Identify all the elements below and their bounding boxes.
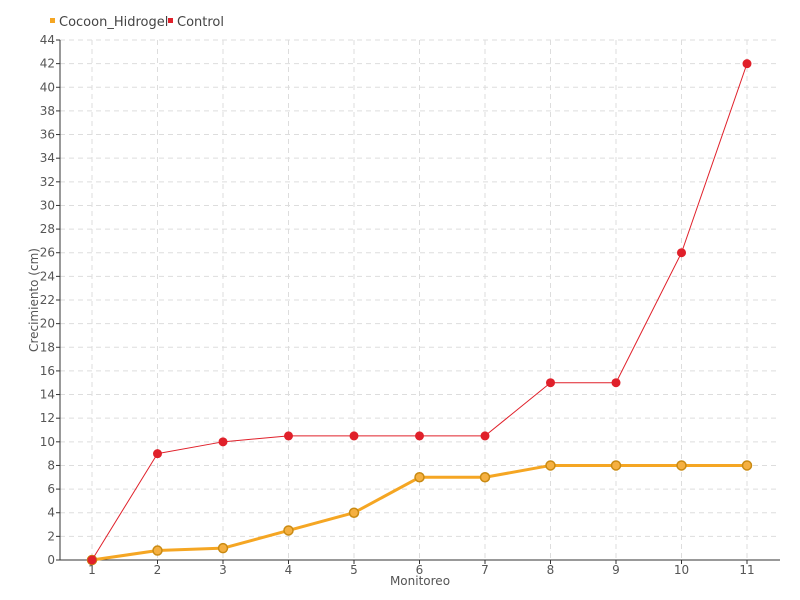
data-point-Cocoon_Hidrogel-11 [741,460,753,471]
y-tick-label-2: 2 [47,529,55,543]
x-tick-label-3: 3 [219,563,227,577]
y-tick-label-28: 28 [40,222,55,236]
data-point-Control-2 [153,449,162,459]
x-tick-label-9: 9 [612,563,620,577]
x-tick-label-2: 2 [154,563,162,577]
data-point-Control-7 [480,431,490,441]
y-tick-label-0: 0 [47,553,55,567]
y-tick-label-44: 44 [40,33,55,47]
data-point-Cocoon_Hidrogel-2 [152,545,163,556]
y-tick-label-36: 36 [40,128,55,142]
data-point-Cocoon_Hidrogel-3 [217,542,229,554]
legend-label-Cocoon_Hidrogel: Cocoon_Hidrogel [59,15,168,30]
legend-label-Control: Control [177,15,224,30]
y-tick-label-12: 12 [40,411,55,425]
series-group [86,59,753,566]
data-point-Control-1 [87,555,97,565]
data-point-Control-10 [677,248,686,258]
y-tick-label-6: 6 [47,482,55,496]
x-tick-label-10: 10 [674,563,689,577]
y-tick-label-22: 22 [40,293,55,307]
data-point-Control-4 [284,431,293,441]
y-tick-label-14: 14 [40,388,55,402]
x-tick-label-11: 11 [739,563,754,577]
data-point-Control-9 [611,378,621,388]
data-point-Control-3 [218,437,228,447]
x-tick-label-4: 4 [285,563,293,577]
data-point-Control-8 [546,378,555,388]
y-tick-label-42: 42 [40,57,55,71]
x-tick-label-1: 1 [88,563,96,577]
data-point-Cocoon_Hidrogel-10 [676,460,687,471]
y-tick-labels: 0246810121416182022242628303234363840424… [40,33,60,567]
y-tick-label-32: 32 [40,175,55,189]
y-tick-label-8: 8 [47,458,55,472]
data-point-Cocoon_Hidrogel-8 [545,460,556,471]
y-tick-label-10: 10 [40,435,55,449]
legend-marker-Cocoon_Hidrogel [50,18,55,23]
data-point-Control-11 [742,59,752,69]
y-axis-title: Crecimiento (cm) [27,248,41,352]
x-tick-label-6: 6 [416,563,424,577]
y-tick-label-20: 20 [40,317,55,331]
x-tick-label-5: 5 [350,563,358,577]
y-tick-label-40: 40 [40,80,55,94]
data-point-Control-5 [349,431,359,441]
y-tick-label-4: 4 [47,506,55,520]
data-point-Cocoon_Hidrogel-4 [283,525,294,536]
y-tick-label-34: 34 [40,151,55,165]
data-point-Cocoon_Hidrogel-7 [479,472,491,483]
data-point-Cocoon_Hidrogel-6 [414,472,425,483]
x-tick-label-8: 8 [547,563,555,577]
y-tick-label-18: 18 [40,340,55,354]
y-tick-label-16: 16 [40,364,55,378]
y-tick-label-30: 30 [40,198,55,212]
legend-marker-Control [168,18,173,23]
legend: Cocoon_Hidrogel Control [50,15,224,30]
y-tick-label-24: 24 [40,269,55,283]
x-tick-labels: 1 2 3 4 5 6 7 8 9 10 11 [88,560,755,577]
data-point-Cocoon_Hidrogel-5 [348,507,360,518]
x-axis-title: Monitoreo [390,574,450,588]
data-point-Cocoon_Hidrogel-9 [610,460,622,471]
x-tick-label-7: 7 [481,563,489,577]
y-tick-label-26: 26 [40,246,55,260]
y-tick-label-38: 38 [40,104,55,118]
data-point-Control-6 [415,431,424,441]
